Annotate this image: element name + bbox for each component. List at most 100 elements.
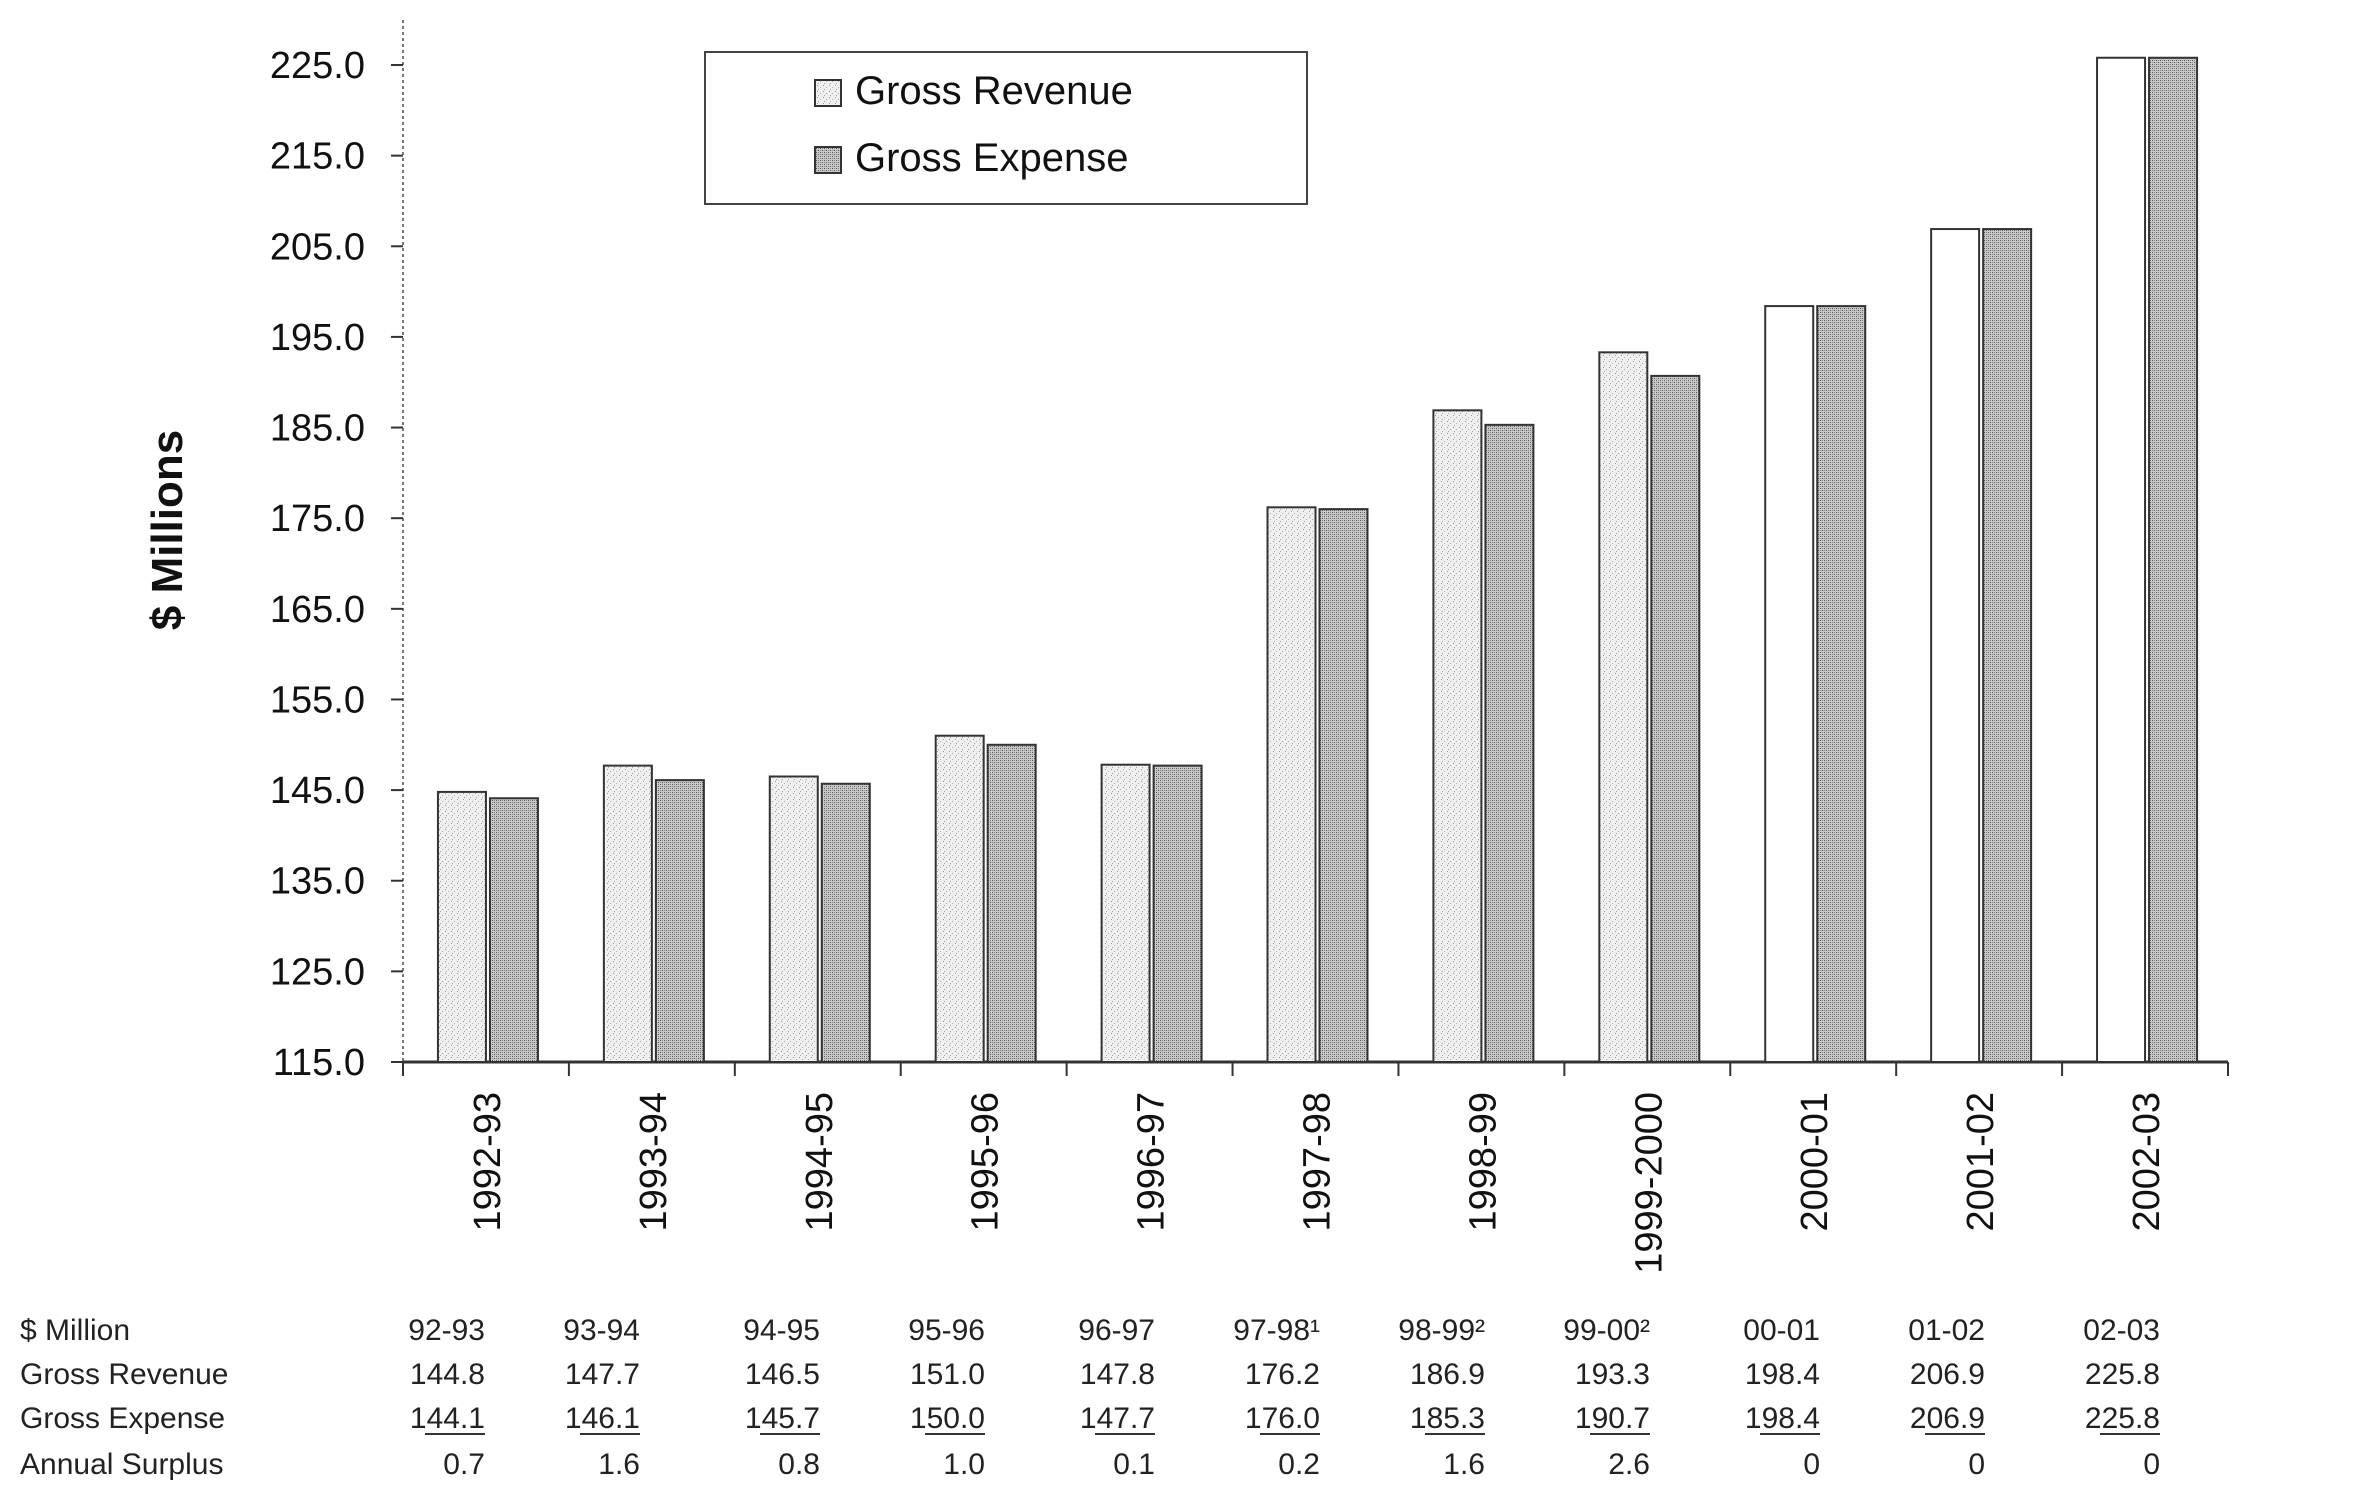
table-cell: 1.6 bbox=[598, 1448, 640, 1481]
table-column-header: 95-96 bbox=[908, 1314, 985, 1347]
table-cell: 190.7 bbox=[1575, 1402, 1650, 1435]
bar-gross-expense bbox=[1982, 228, 2033, 1063]
table-cell: 147.7 bbox=[565, 1358, 640, 1391]
bar-gross-revenue bbox=[2096, 56, 2147, 1064]
x-tick-label: 1997-98 bbox=[1297, 1092, 1339, 1231]
table-column-header: 96-97 bbox=[1078, 1314, 1155, 1347]
table-cell: 176.0 bbox=[1245, 1402, 1320, 1435]
table-cell: 144.8 bbox=[410, 1358, 485, 1391]
legend-swatch-gross-expense bbox=[814, 146, 842, 174]
table-cell: 0 bbox=[2143, 1448, 2160, 1481]
bar-gross-revenue bbox=[602, 764, 653, 1063]
table-row-label: Annual Surplus bbox=[20, 1448, 223, 1481]
table-cell: 1.6 bbox=[1443, 1448, 1485, 1481]
table-cell: 0.1 bbox=[1113, 1448, 1155, 1481]
table-cell: 0 bbox=[1803, 1448, 1820, 1481]
bar-gross-expense bbox=[654, 779, 705, 1063]
bar-gross-expense bbox=[1318, 508, 1369, 1064]
legend-swatch-gross-revenue bbox=[814, 79, 842, 107]
table-cell: 145.7 bbox=[745, 1402, 820, 1435]
y-tick-label: 155.0 bbox=[270, 679, 365, 721]
table-cell: 144.1 bbox=[410, 1402, 485, 1435]
bar-gross-revenue bbox=[768, 775, 819, 1064]
table-cell: 0.7 bbox=[443, 1448, 485, 1481]
table-cell: 0.2 bbox=[1278, 1448, 1320, 1481]
x-tick-label: 2000-01 bbox=[1794, 1092, 1836, 1231]
legend-label-gross-expense: Gross Expense bbox=[855, 136, 1128, 180]
table-cell: 146.1 bbox=[565, 1402, 640, 1435]
x-tick-label: 2001-02 bbox=[1960, 1092, 2002, 1231]
bars bbox=[436, 56, 2199, 1064]
table-cell: 0 bbox=[1968, 1448, 1985, 1481]
table-cell: 225.8 bbox=[2085, 1358, 2160, 1391]
table-column-header: 01-02 bbox=[1908, 1314, 1985, 1347]
y-ticks: 225.0 215.0 205.0 195.0 185.0 175.0 165.0 155.0… bbox=[270, 45, 403, 1084]
bar-gross-expense bbox=[986, 743, 1037, 1063]
y-tick-label: 205.0 bbox=[270, 226, 365, 268]
table-column-header: 02-03 bbox=[2083, 1314, 2160, 1347]
y-axis-title: $ Millions bbox=[143, 430, 192, 630]
table-cell: 147.7 bbox=[1080, 1402, 1155, 1435]
y-tick-label: 165.0 bbox=[270, 589, 365, 631]
y-tick-label: 125.0 bbox=[270, 951, 365, 993]
table-cell: 186.9 bbox=[1410, 1358, 1485, 1391]
bar-gross-expense bbox=[1484, 423, 1535, 1063]
table-cell: 146.5 bbox=[745, 1358, 820, 1391]
x-tick-label: 1994-95 bbox=[799, 1092, 841, 1231]
y-tick-label: 135.0 bbox=[270, 861, 365, 903]
bar-gross-expense bbox=[488, 797, 539, 1063]
table-column-header: 92-93 bbox=[408, 1314, 485, 1347]
y-tick-label: 225.0 bbox=[270, 45, 365, 87]
table-column-header: 97-98¹ bbox=[1233, 1314, 1320, 1347]
bar-gross-revenue bbox=[1100, 763, 1151, 1063]
table-cell: 198.4 bbox=[1745, 1402, 1820, 1435]
bar-gross-revenue bbox=[1598, 351, 1649, 1063]
x-tick-label: 2002-03 bbox=[2126, 1092, 2168, 1231]
bar-gross-revenue bbox=[1764, 305, 1815, 1063]
bar-gross-expense bbox=[2148, 56, 2199, 1064]
table-cell: 147.8 bbox=[1080, 1358, 1155, 1391]
x-tick-label: 1993-94 bbox=[633, 1092, 675, 1231]
y-tick-label: 145.0 bbox=[270, 770, 365, 812]
table-column-header: 98-99² bbox=[1398, 1314, 1485, 1347]
bar-gross-expense bbox=[1152, 764, 1203, 1063]
table-cell: 225.8 bbox=[2085, 1402, 2160, 1435]
bar-gross-revenue bbox=[436, 790, 487, 1063]
table-column-header: 00-01 bbox=[1743, 1314, 1820, 1347]
y-tick-label: 115.0 bbox=[273, 1042, 365, 1084]
table-row-label: Gross Revenue bbox=[20, 1358, 228, 1391]
legend: Gross Revenue Gross Expense bbox=[704, 51, 1308, 205]
table-row-label: Gross Expense bbox=[20, 1402, 225, 1435]
legend-box bbox=[704, 51, 1308, 205]
y-tick-label: 185.0 bbox=[270, 408, 365, 450]
table-cell: 193.3 bbox=[1575, 1358, 1650, 1391]
table-cell: 198.4 bbox=[1745, 1358, 1820, 1391]
table-cell: 0.8 bbox=[778, 1448, 820, 1481]
table-column-header: 94-95 bbox=[743, 1314, 820, 1347]
y-tick-label: 215.0 bbox=[270, 136, 365, 178]
table-cell: 206.9 bbox=[1910, 1402, 1985, 1435]
bar-gross-expense bbox=[1816, 305, 1867, 1063]
data-table: $ Million 92-93 93-94 94-95 95-96 96-97 97-98¹… bbox=[20, 1314, 2160, 1481]
x-tick-label: 1999-2000 bbox=[1628, 1092, 1670, 1274]
table-cell: 206.9 bbox=[1910, 1358, 1985, 1391]
bar-gross-revenue bbox=[1432, 409, 1483, 1064]
table-cell: 1.0 bbox=[943, 1448, 985, 1481]
bar-gross-revenue bbox=[934, 734, 985, 1064]
bar-gross-revenue bbox=[1930, 228, 1981, 1063]
y-tick-label: 195.0 bbox=[270, 317, 365, 359]
table-cell: 151.0 bbox=[910, 1358, 985, 1391]
table-cell: 2.6 bbox=[1608, 1448, 1650, 1481]
table-cell: 150.0 bbox=[910, 1402, 985, 1435]
legend-label-gross-revenue: Gross Revenue bbox=[855, 69, 1133, 113]
bar-gross-revenue bbox=[1266, 506, 1317, 1063]
x-ticks: 1992-93 1993-94 1994-95 1995-96 1996-97 1997-… bbox=[402, 1062, 2229, 1274]
table-column-header: 93-94 bbox=[563, 1314, 640, 1347]
x-tick-label: 1992-93 bbox=[467, 1092, 509, 1231]
table-header-label: $ Million bbox=[20, 1314, 130, 1347]
x-tick-label: 1998-99 bbox=[1462, 1092, 1504, 1231]
bar-gross-expense bbox=[820, 782, 871, 1063]
table-cell: 176.2 bbox=[1245, 1358, 1320, 1391]
y-tick-label: 175.0 bbox=[270, 498, 365, 540]
